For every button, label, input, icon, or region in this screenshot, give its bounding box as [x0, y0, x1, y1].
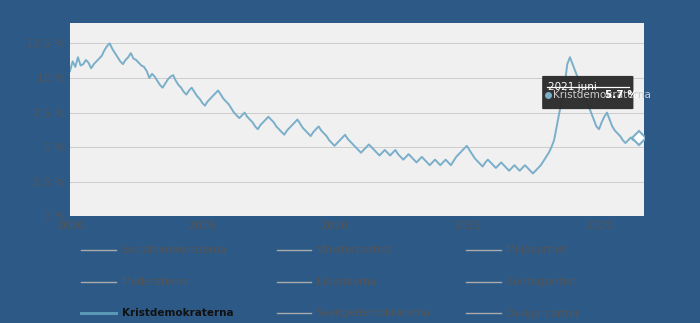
Text: Kristdemokraterna: Kristdemokraterna	[553, 89, 654, 99]
Text: Vänsterpartiet: Vänsterpartiet	[317, 245, 391, 255]
Text: Centerpartiet: Centerpartiet	[506, 277, 577, 287]
Text: Miljöpartiet: Miljöpartiet	[506, 245, 566, 255]
Text: 5.7 %: 5.7 %	[605, 89, 637, 99]
Text: Moderaterna: Moderaterna	[122, 277, 188, 287]
Text: Socialdemokraterna: Socialdemokraterna	[122, 245, 227, 255]
Text: Sverigedemokraterna: Sverigedemokraterna	[317, 308, 430, 318]
FancyBboxPatch shape	[542, 76, 634, 109]
Text: Övriga partier: Övriga partier	[506, 307, 580, 319]
Text: Liberalerna: Liberalerna	[317, 277, 376, 287]
Text: 2021 juni: 2021 juni	[548, 82, 597, 92]
Text: Kristdemokraterna: Kristdemokraterna	[122, 308, 233, 318]
